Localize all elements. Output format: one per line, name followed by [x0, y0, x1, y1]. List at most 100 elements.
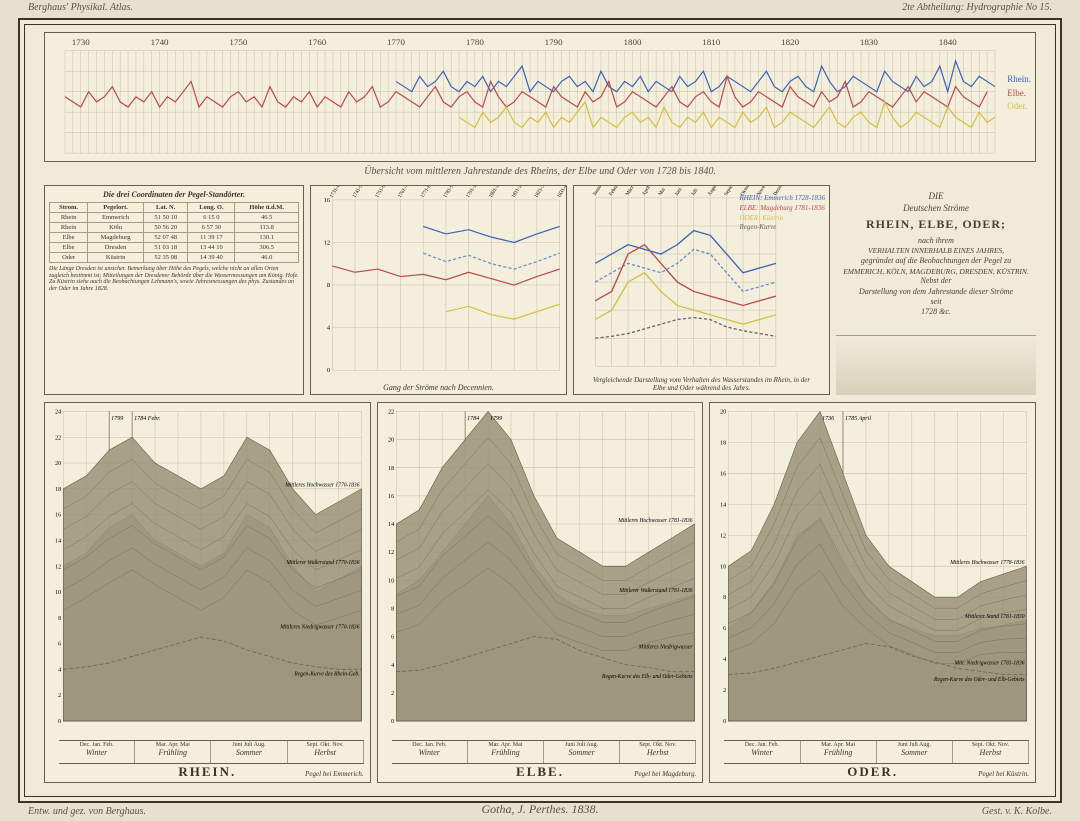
svg-text:2: 2 — [724, 687, 727, 694]
top-chart-caption: Übersicht vom mittleren Jahrestande des … — [364, 166, 716, 177]
svg-text:12: 12 — [388, 549, 394, 556]
svg-text:14: 14 — [388, 521, 394, 528]
svg-text:Mittleres Hochwasser 1781-1836: Mittleres Hochwasser 1781-1836 — [617, 518, 692, 524]
chart-paper: 1730174017501760177017801790180018101820… — [18, 18, 1062, 803]
svg-text:Mittleres Hochwasser 1778-1836: Mittleres Hochwasser 1778-1836 — [950, 560, 1025, 566]
svg-text:1741-50: 1741-50 — [351, 186, 365, 199]
svg-text:8: 8 — [391, 605, 394, 612]
svg-text:1830: 1830 — [860, 37, 879, 47]
svg-text:12: 12 — [721, 532, 727, 539]
svg-text:Mai: Mai — [657, 187, 667, 197]
svg-text:0: 0 — [58, 718, 61, 725]
svg-text:Mittlerer Waßerstand 1770-1836: Mittlerer Waßerstand 1770-1836 — [285, 559, 359, 566]
svg-text:0: 0 — [391, 718, 394, 725]
coordinate-table: Die drei Coordinaten der Pegel-Standörte… — [44, 185, 304, 395]
svg-text:12: 12 — [55, 563, 61, 570]
svg-text:Regen-Kurve des Oder- und Elb-: Regen-Kurve des Oder- und Elb-Gebiets — [933, 677, 1025, 683]
svg-text:1785 April: 1785 April — [845, 415, 871, 422]
svg-text:März: März — [625, 186, 636, 197]
svg-text:20: 20 — [55, 460, 61, 467]
top-timeseries-chart: 1730174017501760177017801790180018101820… — [44, 32, 1036, 162]
svg-text:Januar: Januar — [592, 186, 604, 197]
svg-text:Mittlerer Waßerstand 1781-1836: Mittlerer Waßerstand 1781-1836 — [618, 587, 692, 594]
svg-text:24: 24 — [55, 408, 61, 415]
monthly-legend: RHEIN: Emmerich 1728-1836ELBE: Magdeburg… — [739, 194, 825, 233]
middle-row: Die drei Coordinaten der Pegel-Standörte… — [44, 185, 1036, 395]
svg-text:8: 8 — [327, 283, 330, 289]
svg-text:6: 6 — [58, 641, 61, 648]
svg-text:20: 20 — [721, 408, 727, 415]
svg-text:1784: 1784 — [467, 415, 479, 422]
svg-text:1831-40: 1831-40 — [556, 186, 566, 199]
header-left: Berghaus' Physikal. Atlas. — [28, 2, 133, 13]
svg-text:22: 22 — [388, 408, 394, 415]
svg-text:14: 14 — [721, 501, 727, 508]
svg-text:1770: 1770 — [387, 37, 406, 47]
svg-text:4: 4 — [58, 666, 61, 673]
svg-text:10: 10 — [388, 577, 394, 584]
footer-right: Gest. v. K. Kolbe. — [982, 806, 1052, 817]
svg-text:1751-60: 1751-60 — [374, 186, 388, 199]
svg-text:0: 0 — [724, 718, 727, 725]
svg-text:Juni: Juni — [674, 186, 684, 197]
svg-text:16: 16 — [324, 198, 330, 204]
svg-text:18: 18 — [388, 465, 394, 472]
svg-text:1800: 1800 — [623, 37, 642, 47]
svg-text:10: 10 — [55, 589, 61, 596]
svg-text:August: August — [707, 186, 720, 197]
svg-text:Mittleres Niedrigwasser 1770-1: Mittleres Niedrigwasser 1770-1836 — [279, 624, 359, 630]
svg-text:20: 20 — [388, 437, 394, 444]
svg-text:16: 16 — [721, 470, 727, 477]
svg-text:1781-90: 1781-90 — [442, 186, 456, 199]
svg-text:4: 4 — [391, 662, 394, 669]
svg-text:1790: 1790 — [545, 37, 564, 47]
footer-left: Entw. und gez. von Berghaus. — [28, 806, 146, 817]
svg-text:10: 10 — [721, 563, 727, 570]
svg-text:16: 16 — [55, 512, 61, 519]
monthly-chart: JanuarFebruarMärzAprilMaiJuniJuliAugustS… — [573, 185, 830, 395]
svg-text:8: 8 — [58, 615, 61, 622]
svg-text:18: 18 — [721, 439, 727, 446]
svg-text:Mittleres Niedrigwasser: Mittleres Niedrigwasser — [637, 644, 693, 650]
svg-text:1811-20: 1811-20 — [511, 186, 525, 199]
svg-text:Juli: Juli — [690, 187, 700, 197]
svg-text:Regen-Kurve des Rhein-Geb.: Regen-Kurve des Rhein-Geb. — [293, 672, 359, 678]
svg-text:1801-10: 1801-10 — [488, 186, 502, 199]
svg-text:1750: 1750 — [229, 37, 248, 47]
river-panel-oder: 0 2 4 6 8 10 12 14 16 18 20 1785 April 1736 Mittleres… — [709, 402, 1036, 783]
svg-text:6: 6 — [724, 625, 727, 632]
title-block: DIE Deutschen Ströme RHEIN, ELBE, ODER; … — [836, 185, 1036, 395]
svg-text:2: 2 — [58, 692, 61, 699]
footer-center: Gotha, J. Perthes. 1838. — [482, 802, 599, 817]
svg-text:1784 Febr.: 1784 Febr. — [134, 415, 160, 422]
top-chart-legend: Rhein. Elbe. Oder. — [1007, 73, 1031, 114]
river-panels-row: 0246810121416182022241784 Febr.1799Mittl… — [44, 402, 1036, 783]
svg-text:1731-40: 1731-40 — [329, 186, 343, 199]
svg-text:8: 8 — [724, 594, 727, 601]
svg-text:14: 14 — [55, 537, 61, 544]
svg-text:Mittleres Hochwasser 1770-1836: Mittleres Hochwasser 1770-1836 — [284, 483, 359, 489]
svg-text:6: 6 — [391, 634, 394, 641]
header-right: 2te Abtheilung: Hydrographie No 15. — [902, 2, 1052, 13]
svg-text:12: 12 — [324, 241, 330, 247]
svg-text:1736: 1736 — [822, 415, 835, 422]
svg-text:1810: 1810 — [702, 37, 721, 47]
svg-text:Regen-Kurve des Elb- und Oder-: Regen-Kurve des Elb- und Oder-Gebiets — [601, 674, 693, 680]
svg-text:Mitt. Niedrigwasser 1781-1836: Mitt. Niedrigwasser 1781-1836 — [954, 661, 1025, 667]
svg-text:1799: 1799 — [490, 415, 502, 422]
svg-text:4: 4 — [327, 326, 330, 332]
svg-text:18: 18 — [55, 486, 61, 493]
svg-text:1760: 1760 — [308, 37, 327, 47]
landscape-vignette — [836, 335, 1036, 395]
svg-text:1791-1800: 1791-1800 — [465, 186, 482, 199]
svg-text:4: 4 — [724, 656, 727, 663]
svg-text:1780: 1780 — [466, 37, 485, 47]
svg-text:1771-80: 1771-80 — [420, 186, 434, 199]
river-panel-elbe: 024681012141618202217841799Mittleres Hoc… — [377, 402, 704, 783]
decennial-chart: 1731-401741-501751-601761-701771-801781-… — [310, 185, 567, 395]
svg-text:0: 0 — [327, 368, 330, 374]
svg-text:22: 22 — [55, 434, 61, 441]
svg-text:1730: 1730 — [72, 37, 91, 47]
river-panel-rhein: 0246810121416182022241784 Febr.1799Mittl… — [44, 402, 371, 783]
svg-text:16: 16 — [388, 493, 394, 500]
